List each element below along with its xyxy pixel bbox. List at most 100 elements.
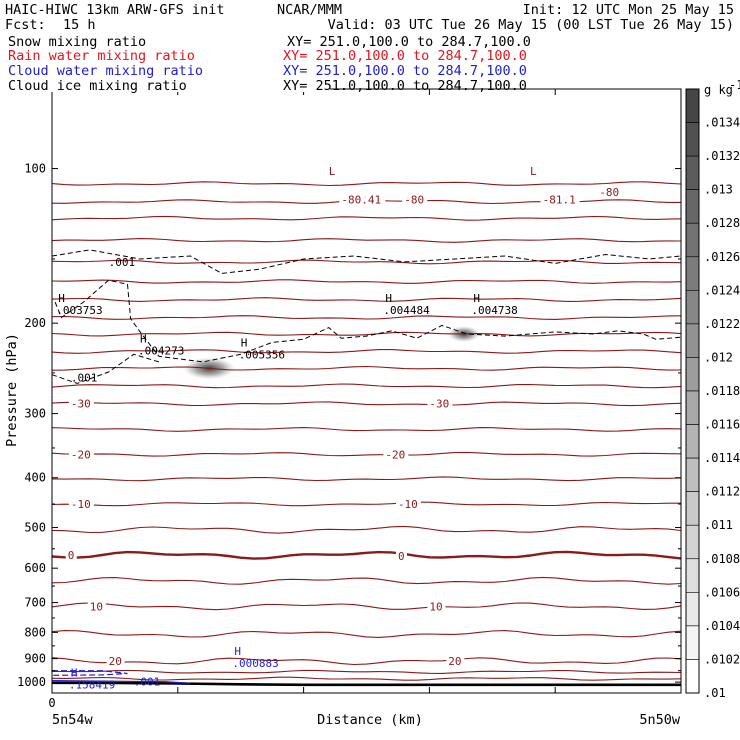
isotherm	[51, 349, 682, 354]
extremum-value: .004484	[383, 304, 430, 317]
colorbar-swatch	[685, 256, 700, 291]
colorbar-swatch	[685, 357, 700, 392]
y-tick-label: 300	[24, 407, 46, 421]
isotherm-label-bg	[65, 548, 77, 562]
colorbar-units: g kg	[704, 83, 733, 97]
extremum-marker: H	[385, 292, 392, 305]
x-start-label: 5n54w	[52, 712, 94, 728]
colorbar-label: .0128	[704, 216, 740, 230]
isotherm	[51, 238, 682, 243]
field-xy-cloud-water: XY= 251.0,100.0 to 284.7,100.0	[283, 63, 527, 79]
y-tick-label: 800	[24, 625, 46, 639]
isotherm-label: -80	[404, 194, 424, 207]
isotherm-label-bg	[446, 654, 465, 668]
extremum-value: .158419	[69, 678, 115, 691]
isotherm-label: -20	[71, 448, 91, 461]
colorbar-label: .012	[704, 350, 733, 364]
colorbar-label: .011	[704, 518, 733, 532]
colorbar-units-exponent: -1	[729, 78, 740, 92]
isotherm-label-bg	[68, 497, 94, 511]
terrain-line	[51, 681, 681, 687]
field-name-rain: Rain water mixing ratio	[8, 48, 195, 64]
colorbar-label: .0122	[704, 317, 740, 331]
y-tick-label: 900	[24, 652, 46, 666]
isotherm-label: -80	[599, 186, 619, 199]
isotherm	[51, 602, 682, 611]
colorbar-label: .0106	[704, 585, 740, 599]
isotherm-label-bg	[68, 447, 94, 461]
isotherm-label-bg	[106, 654, 125, 668]
x-tick-label: 0	[48, 696, 55, 710]
x-axis-label: Distance (km)	[317, 712, 423, 728]
isotherm-label: -10	[398, 498, 418, 511]
isotherm-label-bg	[597, 184, 623, 198]
isotherm	[51, 669, 682, 674]
colorbar-label: .0112	[704, 485, 740, 499]
y-axis-label: Pressure (hPa)	[4, 333, 20, 447]
cloud-water-contour	[51, 680, 191, 684]
isotherm-label: -80.41	[341, 194, 381, 207]
extremum-marker: H	[241, 336, 248, 349]
colorbar-label: .01	[704, 686, 726, 700]
isotherm	[51, 657, 682, 666]
init-time: Init: 12 UTC Mon 25 May 15	[523, 2, 734, 18]
isotherm-label-bg	[427, 599, 446, 613]
isotherm-label-bg	[383, 447, 409, 461]
valid-time: Valid: 03 UTC Tue 26 May 15 (00 LST Tue …	[328, 17, 734, 33]
extremum-marker: H	[234, 645, 241, 658]
isotherm	[51, 383, 682, 389]
isotherm	[51, 297, 682, 302]
extremum-value: .003753	[56, 304, 102, 317]
x-end-label: 5n50w	[639, 712, 681, 728]
isotherm-label-bg	[402, 192, 428, 206]
isotherm-label: 20	[109, 655, 122, 668]
y-tick-label: 700	[24, 596, 46, 610]
isotherm	[51, 259, 682, 265]
isotherm	[51, 501, 681, 507]
colorbar-swatch	[685, 558, 700, 593]
isotherm-label-bg	[540, 192, 580, 206]
colorbar-swatch	[685, 290, 700, 325]
y-tick-label: 600	[24, 561, 46, 575]
isotherm	[51, 365, 682, 371]
colorbar-swatch	[685, 390, 700, 425]
header-mask	[0, 80, 330, 92]
org-label: NCAR/MMM	[277, 2, 342, 18]
colorbar-swatch	[685, 625, 700, 660]
extremum-marker: L	[329, 165, 336, 178]
colorbar-swatch	[685, 491, 700, 526]
colorbar-swatch	[685, 122, 700, 157]
extremum-marker: L	[530, 165, 537, 178]
colorbar-swatch	[685, 457, 700, 492]
snow-contour-label: .001	[71, 371, 98, 384]
isotherm-label: 0	[68, 549, 75, 562]
colorbar-label: .0134	[704, 116, 740, 130]
colorbar-swatch	[685, 524, 700, 560]
colorbar-swatch	[685, 323, 700, 358]
model-title: HAIC-HIWC 13km ARW-GFS init	[5, 2, 224, 18]
y-tick-label: 500	[24, 521, 46, 535]
colorbar-label: .0108	[704, 552, 740, 566]
isotherm-label-bg	[395, 548, 407, 562]
snow-contour	[54, 279, 682, 363]
isotherm	[51, 401, 682, 407]
colorbar-swatch	[685, 155, 700, 190]
isotherm-label: 10	[429, 600, 442, 613]
extremum-marker: H	[58, 292, 65, 305]
colorbar-frame	[685, 88, 700, 694]
isotherm-label: -20	[385, 448, 405, 461]
colorbar-label: .013	[704, 183, 733, 197]
snow-contour-label: .001	[109, 256, 136, 269]
field-name-snow: Snow mixing ratio	[8, 34, 146, 50]
y-tick-label: 1000	[17, 675, 46, 689]
isotherm-zero	[51, 550, 682, 560]
colorbar-label: .0114	[704, 451, 740, 465]
colorbar-swatch	[685, 222, 700, 258]
isotherm	[51, 676, 682, 681]
isotherm-label-bg	[395, 497, 421, 511]
colorbar-label: .0116	[704, 418, 740, 432]
colorbar-label: .0126	[704, 250, 740, 264]
isotherm-label: -30	[429, 398, 449, 411]
isotherm-label-bg	[339, 192, 386, 206]
